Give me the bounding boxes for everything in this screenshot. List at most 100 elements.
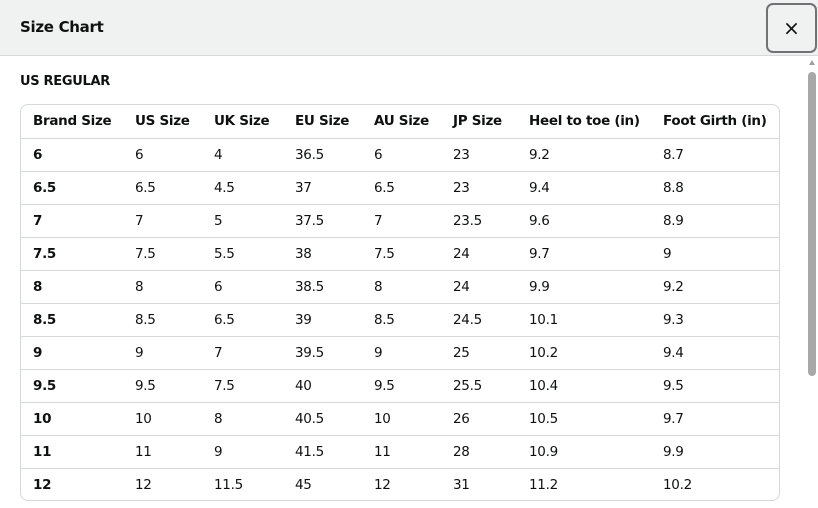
table-cell: 9	[21, 336, 123, 370]
size-table: Brand Size US Size UK Size EU Size AU Size JP…	[21, 105, 779, 500]
table-cell: 28	[441, 435, 517, 469]
table-cell: 9	[362, 336, 441, 370]
table-cell: 8.8	[651, 171, 779, 205]
size-table-container: Brand Size US Size UK Size EU Size AU Size JP…	[20, 104, 780, 501]
table-row: 9.5 9.5 7.5 40 9.5 25.5 10.4 9.5	[21, 369, 779, 403]
table-cell: 6	[21, 138, 123, 172]
table-cell: 39.5	[283, 336, 362, 370]
table-cell: 12	[33, 476, 52, 493]
column-header: Heel to toe (in)	[517, 105, 651, 139]
table-cell: 8	[362, 270, 441, 304]
table-row: 6 6 4 36.5 6 23 9.2 8.7	[21, 138, 779, 172]
table-cell: 8.9	[651, 204, 779, 238]
table-cell: 7	[202, 336, 283, 370]
table-cell: 6.5	[362, 171, 441, 205]
table-cell: 8	[202, 402, 283, 436]
table-cell: 9.6	[517, 204, 651, 238]
table-cell: 24.5	[441, 303, 517, 337]
table-cell: 6	[362, 138, 441, 172]
table-cell: 23	[441, 138, 517, 172]
table-cell: 40.5	[283, 402, 362, 436]
table-cell: 11.5	[214, 476, 243, 493]
table-cell: 8	[21, 270, 123, 304]
table-cell: 25.5	[441, 369, 517, 403]
table-cell: 23.5	[441, 204, 517, 238]
table-cell: 10.4	[517, 369, 651, 403]
table-row: 7 7 5 37.5 7 23.5 9.6 8.9	[21, 204, 779, 238]
table-cell: 25	[441, 336, 517, 370]
table-cell: 11.2	[529, 476, 558, 493]
table-row: 8.5 8.5 6.5 39 8.5 24.5 10.1 9.3	[21, 303, 779, 337]
table-cell: 6.5	[202, 303, 283, 337]
column-header: Foot Girth (in)	[651, 105, 779, 139]
table-cell: 9.9	[651, 435, 779, 469]
table-cell: 10	[123, 402, 202, 436]
close-icon: ×	[783, 16, 800, 40]
scroll-up-arrow-icon[interactable]	[809, 60, 815, 65]
table-cell: 10	[362, 402, 441, 436]
table-cell: 9	[651, 237, 779, 271]
table-cell: 38	[283, 237, 362, 271]
table-cell: 41.5	[283, 435, 362, 469]
table-cell: 39	[283, 303, 362, 337]
table-cell: 7.5	[362, 237, 441, 271]
table-cell: 5.5	[202, 237, 283, 271]
table-cell: 7	[21, 204, 123, 238]
table-cell: 8.5	[123, 303, 202, 337]
table-cell: 10	[21, 402, 123, 436]
table-cell: 9.4	[651, 336, 779, 370]
table-row: 8 8 6 38.5 8 24 9.9 9.2	[21, 270, 779, 304]
table-cell: 7.5	[21, 237, 123, 271]
table-cell: 4	[202, 138, 283, 172]
table-header-row: Brand Size US Size UK Size EU Size AU Size JP…	[21, 105, 779, 139]
table-cell: 9.3	[651, 303, 779, 337]
table-cell: 9.4	[517, 171, 651, 205]
table-cell: 10.5	[517, 402, 651, 436]
table-cell: 8.7	[651, 138, 779, 172]
column-header: JP Size	[441, 105, 517, 139]
table-row: 6.5 6.5 4.5 37 6.5 23 9.4 8.8	[21, 171, 779, 205]
scrollbar-thumb[interactable]	[808, 72, 816, 376]
table-cell: 31	[453, 476, 470, 493]
table-cell: 11	[362, 435, 441, 469]
scrollbar[interactable]	[806, 56, 818, 508]
column-header: AU Size	[362, 105, 441, 139]
table-cell: 9.5	[21, 369, 123, 403]
column-header: US Size	[123, 105, 202, 139]
table-cell: 9	[202, 435, 283, 469]
table-cell: 9.5	[362, 369, 441, 403]
table-cell: 10.9	[517, 435, 651, 469]
table-cell: 6	[202, 270, 283, 304]
table-cell: 11	[123, 435, 202, 469]
table-row: 9 9 7 39.5 9 25 10.2 9.4	[21, 336, 779, 370]
table-cell: 9.7	[651, 402, 779, 436]
table-cell: 36.5	[283, 138, 362, 172]
table-row: 7.5 7.5 5.5 38 7.5 24 9.7 9	[21, 237, 779, 271]
table-cell: 23	[441, 171, 517, 205]
table-cell: 38.5	[283, 270, 362, 304]
table-cell: 7.5	[202, 369, 283, 403]
close-button[interactable]: ×	[766, 3, 817, 53]
column-header: Brand Size	[21, 105, 123, 139]
table-cell: 10.1	[517, 303, 651, 337]
table-cell: 40	[283, 369, 362, 403]
table-cell: 9.9	[517, 270, 651, 304]
table-cell: 7	[123, 204, 202, 238]
table-cell: 9.5	[123, 369, 202, 403]
table-cell: 9	[123, 336, 202, 370]
table-cell: 37.5	[283, 204, 362, 238]
column-header: EU Size	[283, 105, 362, 139]
table-cell: 9.2	[651, 270, 779, 304]
modal-title: Size Chart	[20, 18, 104, 36]
table-row: 10 10 8 40.5 10 26 10.5 9.7	[21, 402, 779, 436]
table-cell: 6	[123, 138, 202, 172]
table-cell: 12	[374, 476, 391, 493]
modal-header: Size Chart ×	[0, 0, 818, 56]
table-cell: 9.5	[651, 369, 779, 403]
table-cell: 6.5	[21, 171, 123, 205]
table-cell: 10.2	[663, 476, 692, 493]
table-row: 12 12 11.5 45 12 31 11.2 10.2	[21, 468, 779, 500]
table-cell: 10.2	[517, 336, 651, 370]
table-cell: 9.7	[517, 237, 651, 271]
table-cell: 8	[123, 270, 202, 304]
